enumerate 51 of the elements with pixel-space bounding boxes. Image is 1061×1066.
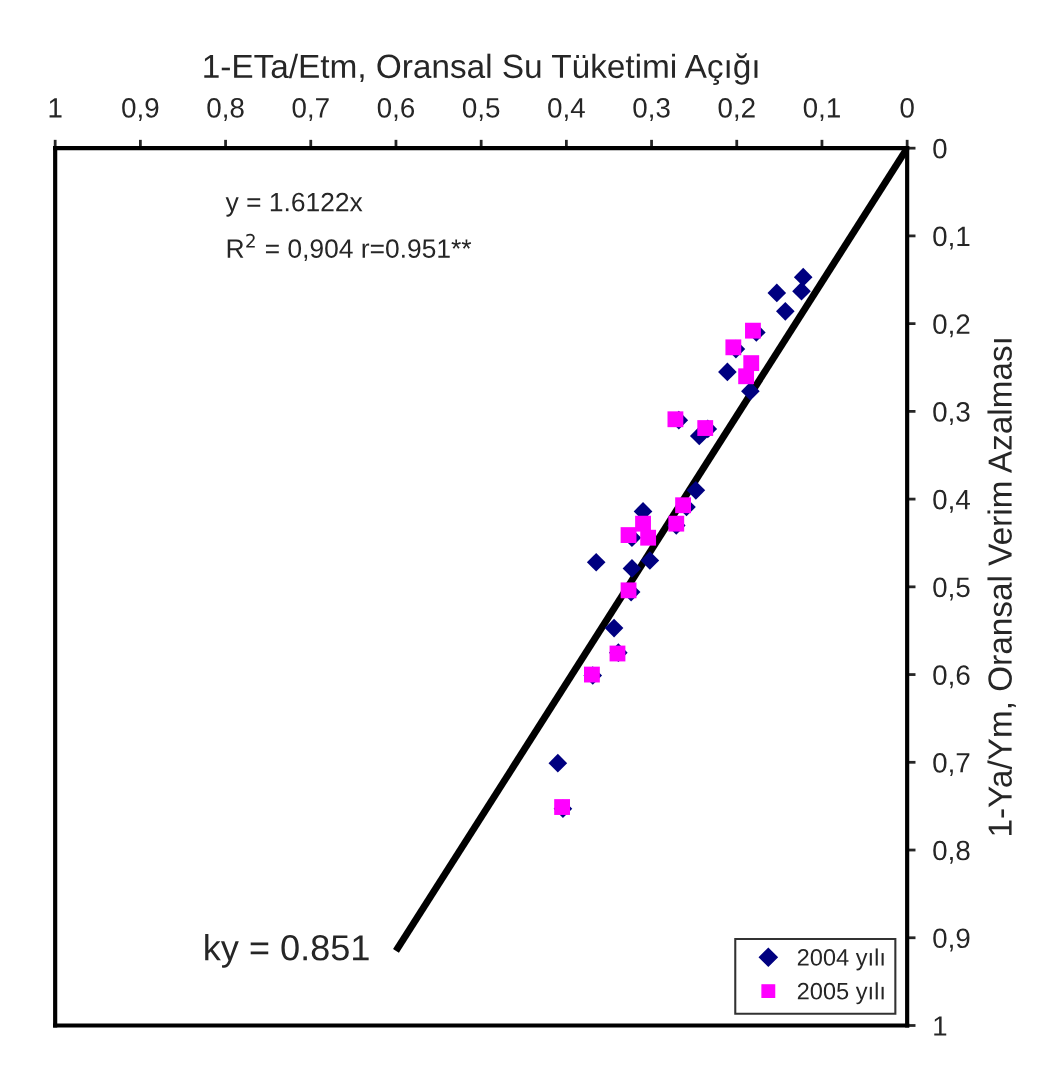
x-tick-label: 1 (49, 98, 62, 118)
x-tick-label: 0,5 (462, 98, 500, 121)
x-tick-label: 0 (900, 98, 914, 118)
y-tick-label: 0,9 (933, 928, 970, 952)
point (548, 753, 568, 773)
y-tick-label: 0,2 (933, 314, 970, 338)
x-tick-label: 0,7 (292, 98, 329, 121)
point (718, 362, 737, 382)
x-tick-label: 0,3 (633, 98, 670, 121)
point (697, 420, 714, 436)
y-tick-label: 0,1 (933, 226, 970, 250)
point (640, 551, 660, 570)
y-tick-label: 0,3 (933, 402, 970, 425)
legend-label: 2005 yılı (797, 982, 884, 1005)
x-tick-label: 0,6 (377, 98, 415, 121)
x-axis-title: 1-ETa/Etm, Oransal Su Tüketimi Açığı (204, 53, 758, 85)
point (667, 411, 684, 428)
point (554, 799, 571, 815)
point (745, 322, 761, 339)
point (620, 527, 637, 543)
point (776, 302, 795, 321)
y-tick-label: 0 (933, 138, 947, 159)
point (792, 281, 811, 301)
point (767, 283, 787, 303)
y-tick-label: 0,6 (933, 665, 970, 689)
annotation: y = 1.6122x (225, 192, 363, 217)
y-tick-label: 0,5 (933, 577, 970, 601)
legend-label: 2004 yılı (797, 948, 884, 971)
point (586, 552, 606, 572)
point (622, 559, 642, 578)
point (741, 381, 760, 401)
y-tick-label: 0,8 (933, 840, 970, 864)
point (793, 267, 813, 287)
point (738, 368, 755, 385)
x-tick-label: 0,1 (803, 98, 840, 121)
point (686, 481, 706, 500)
x-tick-label: 0,4 (548, 98, 585, 121)
y-tick-label: 0,7 (933, 752, 970, 776)
y-tick-label: 1 (934, 1016, 947, 1036)
point (604, 618, 624, 638)
point (640, 529, 657, 546)
point (725, 339, 742, 356)
x-tick-label: 0,8 (207, 98, 244, 121)
x-tick-label: 0,2 (718, 98, 755, 121)
point (620, 582, 637, 599)
x-tick-label: 0,9 (122, 98, 159, 121)
annotation: ky = 0.851 (205, 934, 369, 968)
y-tick-label: 0,4 (933, 489, 970, 513)
y-axis-title: 1-Ya/Ym, Oransal Verim Azalması (987, 339, 1016, 835)
annotation: R$^{2}$ = 0,904 r=0.951** (227, 233, 472, 262)
point (675, 497, 691, 514)
